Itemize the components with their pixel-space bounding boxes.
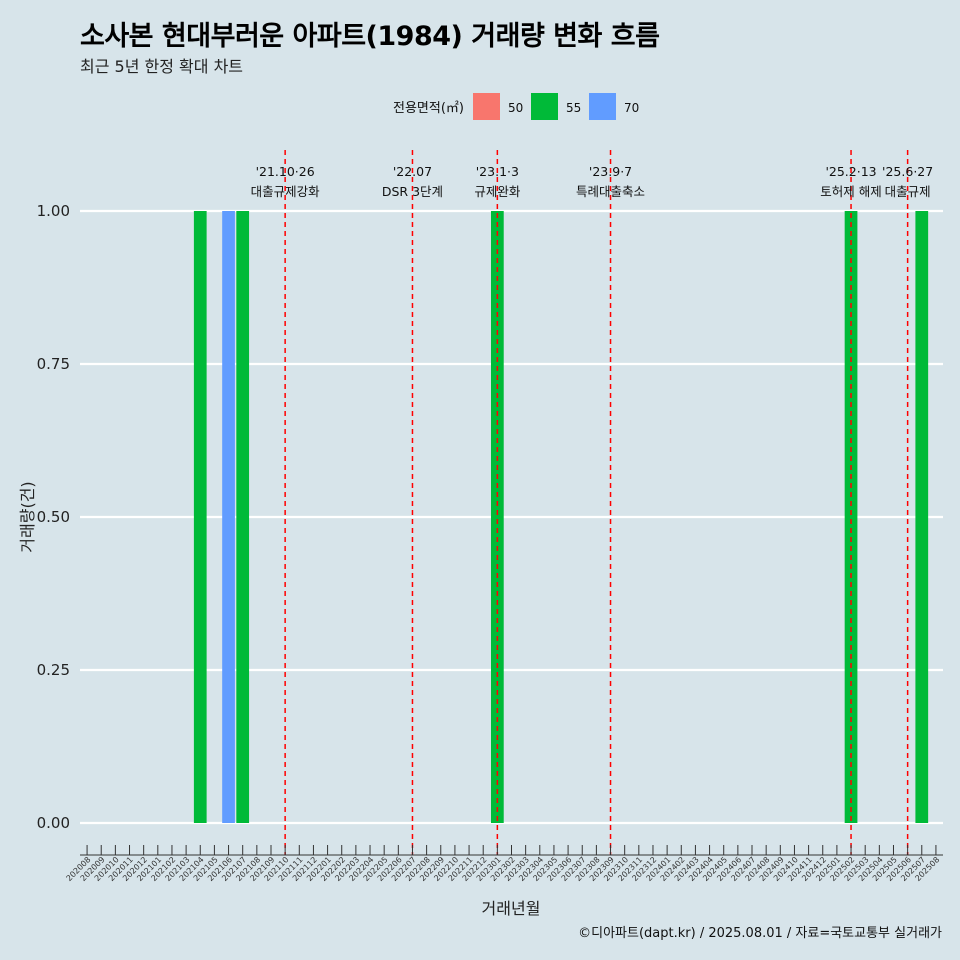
event-date-label: '21.10·26	[256, 164, 315, 179]
event-date-label: '25.2·13	[825, 164, 876, 179]
legend-swatch	[589, 93, 616, 120]
bar	[222, 211, 235, 823]
legend-title: 전용면적(㎡)	[393, 101, 464, 116]
y-tick-label: 0.50	[37, 508, 70, 526]
y-axis-label: 거래량(건)	[18, 481, 37, 552]
grid-lines	[80, 209, 943, 825]
event-name-label: 대출규제	[885, 184, 931, 199]
legend-label: 70	[624, 101, 639, 115]
y-axis: 0.00 0.25 0.50 0.75 1.00	[37, 202, 70, 832]
bar	[844, 211, 858, 823]
event-lines: '21.10·26 대출규제강화 '22.07 DSR 3단계 '23.1·3 규제완화 '…	[251, 150, 933, 855]
legend-swatch	[473, 93, 500, 120]
chart-title: 소사본 현대부러운 아파트(1984) 거래량 변화 흐름	[80, 21, 660, 52]
x-axis-label: 거래년월	[482, 899, 541, 918]
y-tick-label: 0.00	[37, 814, 70, 832]
event-date-label: '25.6·27	[882, 164, 933, 179]
event-name-label: DSR 3단계	[382, 184, 443, 199]
event-name-label: 규제완화	[474, 184, 521, 199]
y-tick-label: 0.25	[37, 661, 70, 679]
bar	[490, 211, 504, 823]
y-tick-label: 0.75	[37, 355, 70, 373]
event-date-label: '22.07	[393, 164, 432, 179]
event-name-label: 대출규제강화	[251, 184, 321, 199]
bar	[193, 211, 207, 823]
chart-subtitle: 최근 5년 한정 확대 차트	[80, 57, 244, 76]
source-caption: ©디아파트(dapt.kr) / 2025.08.01 / 자료=국토교통부 실…	[578, 926, 942, 941]
event-name-label: 특례대출축소	[576, 184, 645, 199]
event-name-label: 토허제 해제	[820, 184, 881, 199]
event-date-label: '23.1·3	[476, 164, 519, 179]
event-date-label: '23.9·7	[589, 164, 632, 179]
bars	[193, 211, 929, 823]
y-tick-label: 1.00	[37, 202, 70, 220]
bar	[915, 211, 929, 823]
legend: 전용면적(㎡) 50 55 70	[393, 93, 639, 120]
legend-label: 55	[566, 101, 581, 115]
x-axis: 2020082020092020102020112020122021012021…	[65, 845, 943, 883]
legend-label: 50	[508, 101, 523, 115]
legend-swatch	[531, 93, 558, 120]
bar	[236, 211, 250, 823]
